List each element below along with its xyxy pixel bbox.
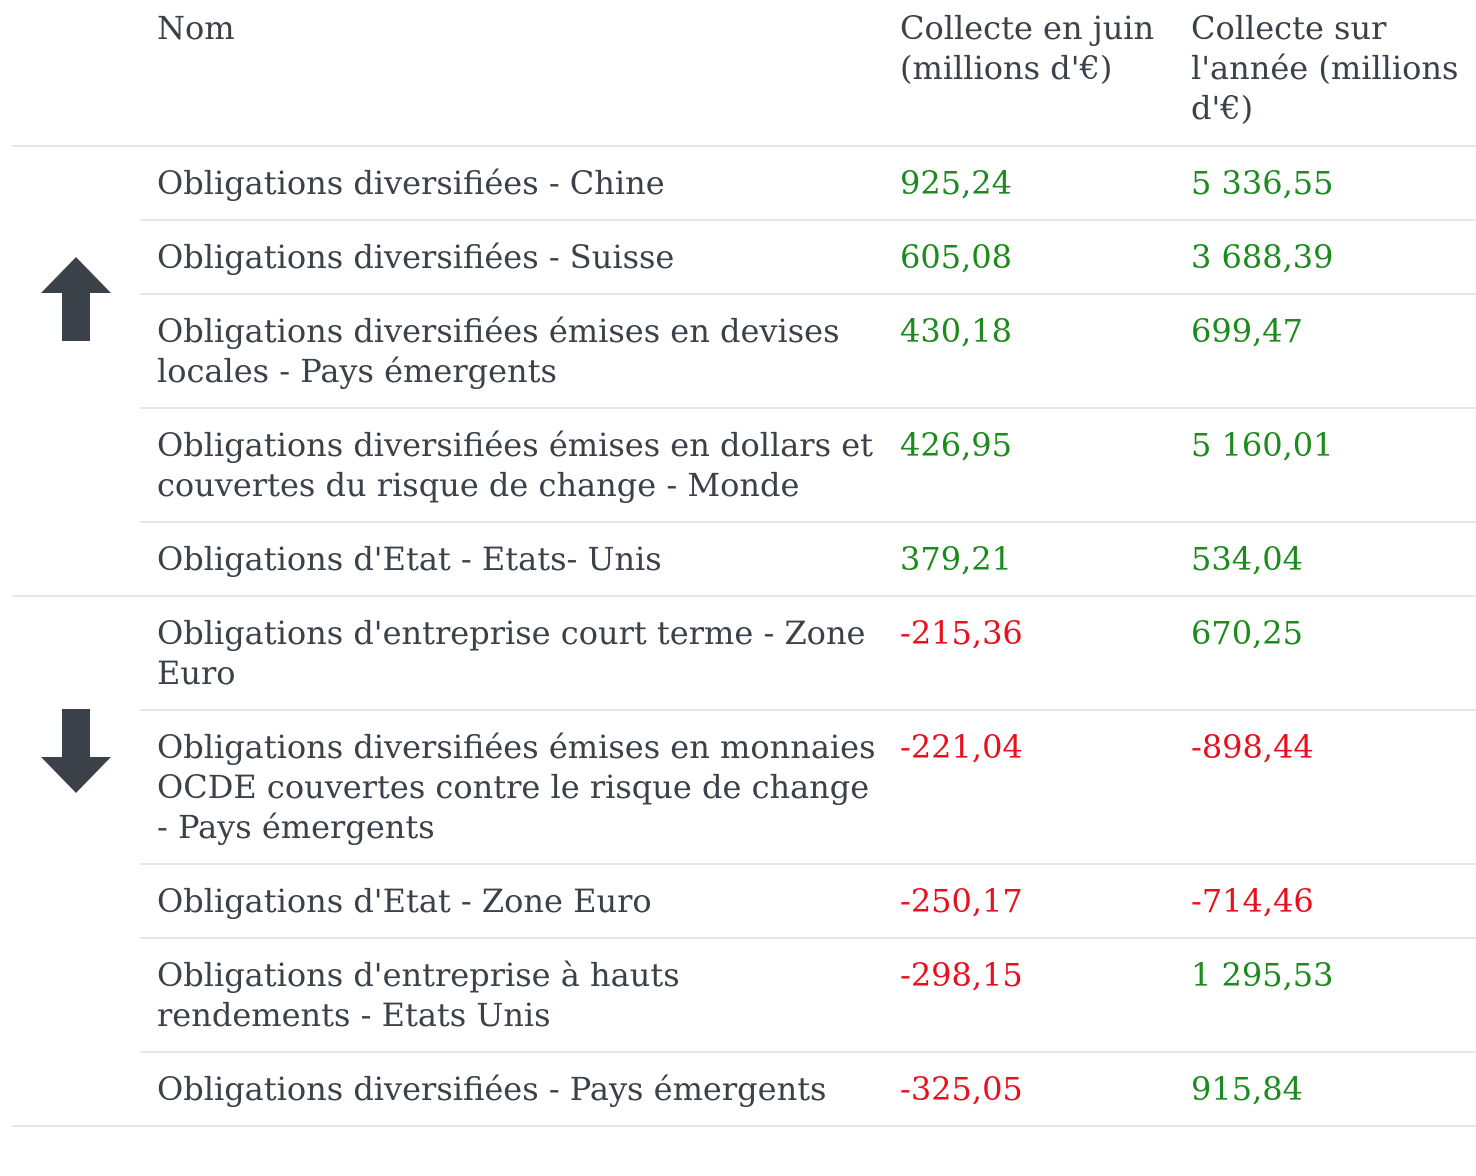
- row-name: Obligations diversifiées - Chine: [157, 164, 665, 202]
- row-june-value: -325,05: [900, 1070, 1023, 1108]
- row-june-value: 430,18: [900, 312, 1012, 350]
- table-row: Obligations d'Etat - Etats- Unis 379,21 …: [140, 523, 1476, 595]
- row-year-value: 5 160,01: [1191, 426, 1334, 464]
- row-june-value: 379,21: [900, 540, 1012, 578]
- table-row: Obligations d'Etat - Zone Euro -250,17 -…: [140, 865, 1476, 939]
- row-name: Obligations diversifiées - Pays émergent…: [157, 1070, 827, 1108]
- group-top-outflows: Obligations d'entreprise court terme - Z…: [12, 597, 1476, 1127]
- table-row: Obligations diversifiées - Suisse 605,08…: [140, 221, 1476, 295]
- row-june-value: 925,24: [900, 164, 1012, 202]
- row-year-value: -898,44: [1191, 728, 1314, 766]
- row-name: Obligations d'Etat - Etats- Unis: [157, 540, 662, 578]
- row-year-value: 670,25: [1191, 614, 1303, 652]
- group-top-inflows: Obligations diversifiées - Chine 925,24 …: [12, 147, 1476, 597]
- row-year-value: 915,84: [1191, 1070, 1303, 1108]
- table-row: Obligations d'entreprise à hauts rendeme…: [140, 939, 1476, 1053]
- row-june-value: -215,36: [900, 614, 1023, 652]
- table-row: Obligations diversifiées - Pays émergent…: [140, 1053, 1476, 1125]
- row-name: Obligations d'entreprise court terme - Z…: [157, 614, 866, 692]
- row-name: Obligations diversifiées - Suisse: [157, 238, 675, 276]
- row-june-value: 605,08: [900, 238, 1012, 276]
- fund-flows-table: Nom Collecte en juin (millions d'€) Coll…: [12, 0, 1476, 1127]
- table-row: Obligations diversifiées - Chine 925,24 …: [140, 147, 1476, 221]
- row-name: Obligations diversifiées émises en dolla…: [157, 426, 873, 504]
- row-year-value: 1 295,53: [1191, 956, 1334, 994]
- arrow-down-icon: [40, 707, 112, 799]
- row-name: Obligations d'entreprise à hauts rendeme…: [157, 956, 680, 1034]
- table-header: Nom Collecte en juin (millions d'€) Coll…: [12, 0, 1476, 147]
- table-row: Obligations diversifiées émises en dolla…: [140, 409, 1476, 523]
- row-june-value: -221,04: [900, 728, 1023, 766]
- header-june-flows: Collecte en juin (millions d'€): [900, 9, 1155, 87]
- row-year-value: -714,46: [1191, 882, 1314, 920]
- row-june-value: -298,15: [900, 956, 1023, 994]
- arrow-up-icon: [40, 255, 112, 347]
- row-june-value: -250,17: [900, 882, 1023, 920]
- header-name: Nom: [157, 9, 235, 47]
- row-name: Obligations d'Etat - Zone Euro: [157, 882, 652, 920]
- table-row: Obligations diversifiées émises en monna…: [140, 711, 1476, 865]
- header-year-flows: Collecte sur l'année (millions d'€): [1191, 9, 1459, 127]
- row-year-value: 699,47: [1191, 312, 1303, 350]
- table-row: Obligations d'entreprise court terme - Z…: [140, 597, 1476, 711]
- table-row: Obligations diversifiées émises en devis…: [140, 295, 1476, 409]
- row-name: Obligations diversifiées émises en monna…: [157, 728, 876, 846]
- row-year-value: 534,04: [1191, 540, 1303, 578]
- row-year-value: 3 688,39: [1191, 238, 1334, 276]
- row-name: Obligations diversifiées émises en devis…: [157, 312, 840, 390]
- row-year-value: 5 336,55: [1191, 164, 1334, 202]
- row-june-value: 426,95: [900, 426, 1012, 464]
